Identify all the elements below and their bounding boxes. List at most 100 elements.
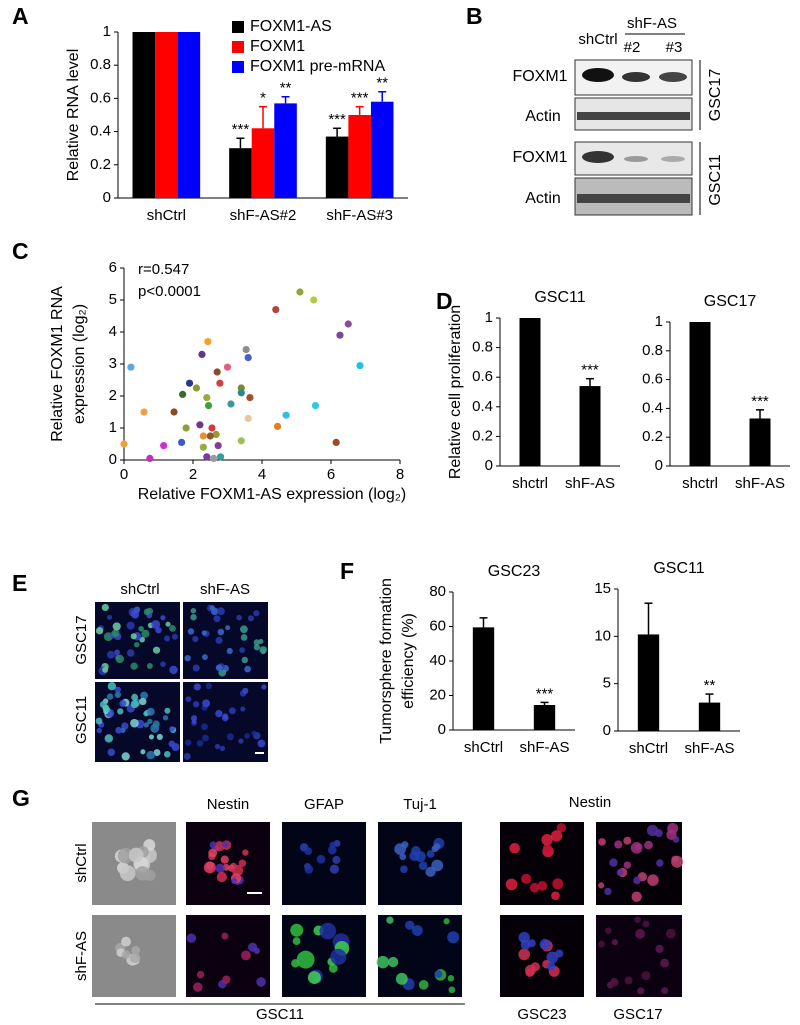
cell <box>160 615 166 621</box>
band <box>577 112 690 120</box>
cell <box>112 622 121 631</box>
cell <box>107 682 117 691</box>
micrograph <box>500 915 584 997</box>
cell-line: GSC11 <box>707 154 724 205</box>
legend-swatch <box>232 61 244 73</box>
cell <box>102 666 109 673</box>
cell <box>671 855 684 868</box>
cell <box>130 662 138 670</box>
point <box>310 296 318 304</box>
point <box>296 288 304 296</box>
point <box>244 414 252 422</box>
cell <box>201 723 208 731</box>
cell <box>665 928 676 939</box>
cell <box>133 607 140 614</box>
error-bar <box>586 377 594 387</box>
cell <box>552 878 564 890</box>
error-bar <box>756 409 764 419</box>
cell <box>319 922 337 940</box>
micrograph <box>183 682 268 762</box>
cell <box>329 864 340 874</box>
cell <box>201 654 208 661</box>
cell <box>221 841 229 849</box>
error-bar <box>355 105 364 115</box>
significance: *** <box>751 393 769 410</box>
cell <box>644 840 653 850</box>
y-tick-label: 0.8 <box>90 56 111 73</box>
cell <box>551 891 560 901</box>
cell <box>153 749 161 756</box>
column-label: Tuj-1 <box>403 796 437 813</box>
micrograph <box>500 822 584 905</box>
cell <box>239 647 246 654</box>
y-tick-label: 0.8 <box>642 342 663 359</box>
cell <box>637 987 645 995</box>
cell <box>229 707 236 715</box>
panel-letter: F <box>340 558 354 584</box>
x-tick-label: shCtrl <box>629 740 668 757</box>
cell <box>251 730 257 736</box>
cell <box>192 664 200 672</box>
point <box>210 454 218 462</box>
point <box>170 408 178 416</box>
cell <box>614 840 623 849</box>
blot-column: shF-AS <box>627 15 677 32</box>
cell <box>196 970 205 979</box>
cell <box>304 865 314 874</box>
cell <box>539 938 551 951</box>
point <box>178 438 186 446</box>
cell <box>152 720 160 728</box>
bar <box>472 627 495 730</box>
cell <box>242 849 249 856</box>
cell <box>95 627 104 635</box>
cell <box>634 843 642 851</box>
cell <box>623 836 632 845</box>
cell <box>238 859 247 867</box>
micrograph <box>186 915 270 997</box>
bar <box>698 702 721 731</box>
micrograph <box>282 915 366 997</box>
point <box>242 346 250 354</box>
cell <box>244 733 250 739</box>
row-label: shCtrl <box>73 843 90 882</box>
cell <box>99 700 107 708</box>
cell <box>185 696 192 703</box>
cell <box>106 693 114 700</box>
point <box>179 390 187 398</box>
micrograph <box>378 822 462 905</box>
cell <box>505 878 518 891</box>
cell <box>635 929 645 939</box>
cell <box>126 621 135 630</box>
y-axis-label: efficiency (%) <box>400 613 417 709</box>
cell <box>624 976 633 985</box>
cell <box>242 687 249 694</box>
legend-label: FOXM1 pre-mRNA <box>250 58 385 75</box>
cell <box>111 629 120 638</box>
cell <box>448 986 456 994</box>
cell <box>546 961 556 971</box>
cell <box>121 936 131 947</box>
cell <box>418 861 428 870</box>
error-bar <box>479 617 488 628</box>
cell <box>231 878 238 885</box>
panel-letter: G <box>12 785 30 811</box>
bar <box>637 634 660 731</box>
cell <box>202 734 209 742</box>
image-frame <box>500 822 584 905</box>
column-label: shF-AS <box>200 581 250 598</box>
point <box>332 438 340 446</box>
y-tick-label: 0 <box>109 451 117 468</box>
cell <box>260 648 266 655</box>
error-bar <box>259 105 267 129</box>
cell <box>209 605 216 611</box>
bar <box>274 103 297 198</box>
cell <box>115 726 123 734</box>
point <box>199 432 207 440</box>
cell <box>447 931 460 944</box>
cell <box>399 853 407 861</box>
cell <box>316 854 326 864</box>
bar <box>689 322 711 466</box>
blot-column: #3 <box>666 39 683 56</box>
y-tick-label: 4 <box>109 323 117 340</box>
cell <box>660 958 670 968</box>
